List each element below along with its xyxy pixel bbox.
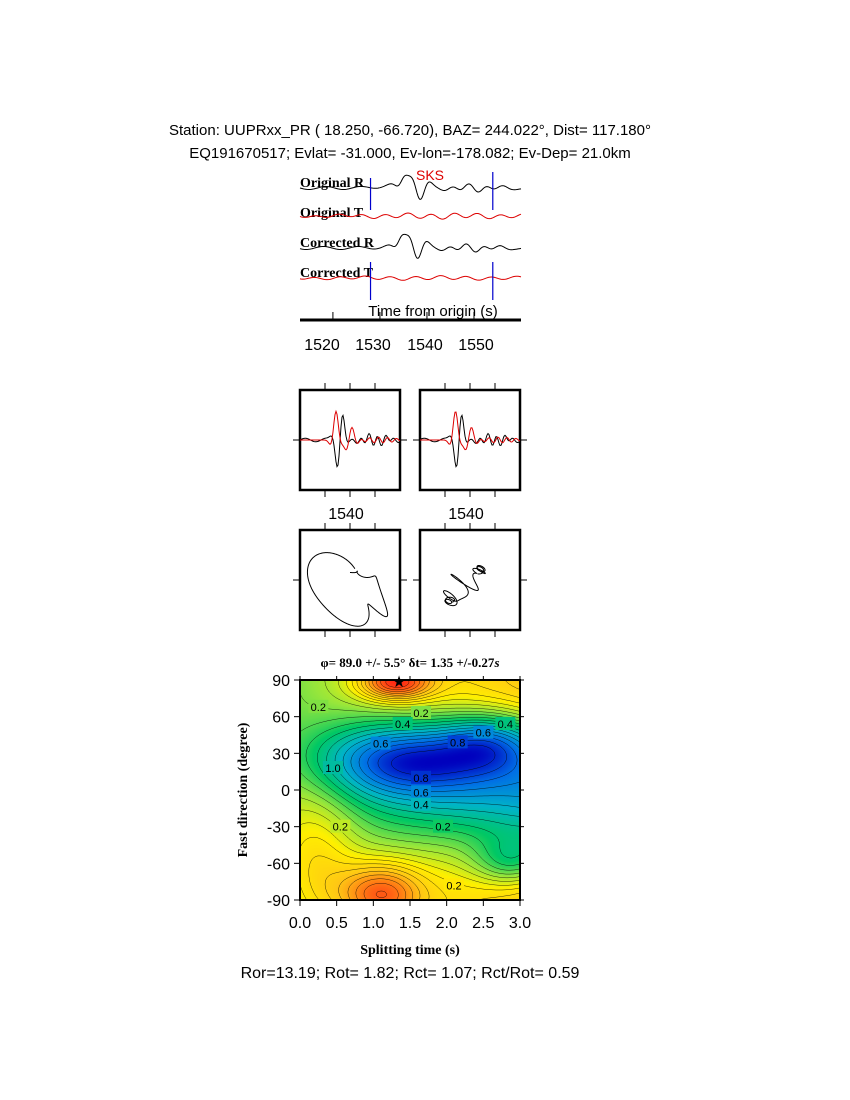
contour-label-bg [411, 785, 431, 799]
y-axis-label: Fast direction (degree) [236, 722, 251, 857]
contour-label: 0.6 [411, 785, 431, 799]
contour-label-bg [411, 706, 431, 719]
best-fit-star: ★ [392, 674, 406, 691]
particle-motion [298, 528, 522, 632]
time-tick-label-1550: 1550 [458, 337, 494, 354]
pm-wave-tick-left: 1540 [328, 506, 364, 523]
trace-label-corrected-t: Corrected T [300, 266, 374, 281]
contour-label-bg [370, 736, 391, 750]
x-tick-3: 1.5 [399, 915, 421, 932]
pm-wave-right-red [420, 411, 521, 451]
contour-label-text: 0.8 [413, 773, 428, 785]
contour-label-text: 0.8 [450, 737, 465, 749]
trace-corrected-r [299, 233, 522, 259]
contour-label-bg [433, 819, 453, 833]
pm-wave-tick-right: 1540 [448, 506, 484, 523]
pm-wave-left-black [299, 413, 401, 468]
pm-box-corrected [418, 528, 522, 632]
trace-original-r [299, 174, 522, 200]
time-tick-label-1530: 1530 [355, 337, 391, 354]
particle-motion-waveforms: 1540 1540 [293, 383, 527, 637]
x-tick-4: 2.0 [436, 915, 458, 932]
contour-label-bg [447, 735, 468, 749]
y-tick-0: 90 [272, 673, 290, 690]
contour-label-bg [330, 819, 351, 833]
contour-label-bg [308, 699, 329, 713]
contour-label: 0.2 [433, 819, 453, 834]
y-tick-6: -90 [267, 893, 290, 910]
trace-label-original-r: Original R [300, 176, 365, 191]
energy-grid-panel: φ= 89.0 +/- 5.5° δt= 1.35 +/-0.27s 0.20.… [236, 655, 531, 958]
contour-label-bg [411, 770, 431, 784]
pm-box-original [298, 528, 402, 632]
contour-label-bg [473, 725, 494, 739]
contour-label: 0.2 [308, 699, 329, 714]
contour-label: 0.2 [330, 819, 351, 834]
waveform-panel: SKS Original R Original T Corrected R Co… [299, 167, 522, 354]
contour-label-text: 0.2 [311, 702, 326, 714]
trace-label-original-t: Original T [300, 206, 364, 221]
contour-label-text: 1.0 [325, 763, 340, 775]
y-tick-4: -30 [267, 820, 290, 837]
station-title: Station: UUPRxx_PR ( 18.250, -66.720), B… [169, 122, 651, 139]
contour-label-text: 0.2 [446, 880, 461, 892]
phi-symbol: φ [321, 655, 329, 670]
delta-symbol: δ [409, 655, 416, 670]
dt-unit: s [493, 655, 499, 670]
contour-label: 0.8 [411, 770, 431, 785]
phase-label: SKS [416, 167, 444, 183]
contour-label-bg [444, 878, 464, 892]
contour-label: 0.2 [411, 706, 431, 720]
particle-motion-original [306, 552, 389, 627]
contour-label: 0.4 [392, 717, 413, 731]
phi-value: = 89.0 +/- 5.5° [329, 655, 409, 670]
y-tick-3: 0 [281, 783, 290, 800]
contour-label-text: 0.6 [373, 739, 388, 751]
pm-wave-left-red [300, 409, 401, 451]
contour-label-text: 0.4 [413, 800, 428, 812]
time-tick-label-1540: 1540 [407, 337, 443, 354]
contour-label-text: 0.6 [476, 728, 491, 740]
y-tick-2: 30 [272, 746, 290, 763]
contour-label: 0.6 [370, 736, 391, 751]
x-tick-5: 2.5 [472, 915, 494, 932]
contour-label-bg [323, 761, 343, 774]
contour-label: 0.4 [495, 717, 516, 731]
contour-label-text: 0.4 [498, 719, 513, 731]
contour-label-text: 0.6 [413, 787, 428, 799]
ratio-summary: Ror=13.19; Rot= 1.82; Rct= 1.07; Rct/Rot… [241, 965, 580, 982]
dt-value: t= 1.35 +/-0.27 [415, 655, 495, 670]
particle-motion-corrected [442, 564, 486, 607]
time-axis-label: Time from origin (s) [368, 303, 497, 320]
contour-label: 1.0 [323, 761, 343, 775]
contour-label: 0.4 [411, 797, 431, 812]
y-tick-1: 60 [272, 710, 290, 727]
trace-corrected-t [299, 275, 522, 281]
contour-label: 0.6 [473, 725, 494, 740]
contour-label-text: 0.2 [333, 822, 348, 834]
x-tick-0: 0.0 [289, 915, 311, 932]
contour-label-text: 0.2 [435, 822, 450, 834]
contour-label: 0.8 [447, 735, 468, 749]
y-tick-5: -60 [267, 856, 290, 873]
x-axis-label: Splitting time (s) [360, 943, 460, 958]
contour-label-bg [411, 797, 431, 811]
pm-wave-right-black [419, 413, 521, 468]
event-title: EQ191670517; Evlat= -31.000, Ev-lon=-178… [189, 145, 631, 162]
trace-original-t [299, 212, 522, 220]
time-tick-label-1520: 1520 [304, 337, 340, 354]
contour-label-text: 0.2 [413, 708, 428, 720]
splitting-result-title: φ= 89.0 +/- 5.5° δt= 1.35 +/-0.27s [321, 655, 500, 670]
x-tick-1: 0.5 [326, 915, 348, 932]
x-tick-6: 3.0 [509, 915, 531, 932]
contour-label-bg [495, 717, 516, 730]
contour-label-bg [392, 717, 413, 730]
contour-label-text: 0.4 [395, 719, 410, 731]
contour-label: 0.2 [444, 878, 464, 892]
x-tick-2: 1.0 [362, 915, 384, 932]
